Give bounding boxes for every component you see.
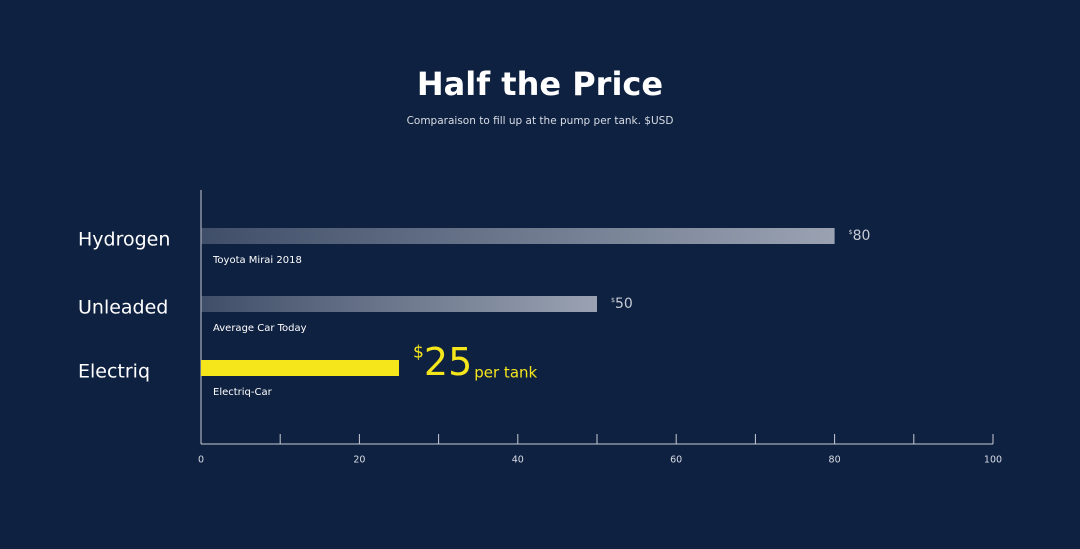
x-tick-label: 60 — [670, 455, 682, 466]
bar — [201, 360, 399, 376]
x-tick-label: 100 — [984, 455, 1002, 466]
chart-subtitle: Comparaison to fill up at the pump per t… — [407, 115, 674, 127]
annotation: per tank — [474, 364, 537, 382]
x-tick-label: 0 — [198, 455, 204, 466]
bar-sublabel: Average Car Today — [213, 323, 307, 334]
chart-title: Half the Price — [417, 65, 663, 103]
category-label: Electriq — [78, 361, 150, 383]
x-tick-label: 20 — [353, 455, 365, 466]
x-tick-label: 80 — [829, 455, 841, 466]
x-tick-label: 40 — [512, 455, 524, 466]
bar-sublabel: Toyota Mirai 2018 — [212, 255, 302, 266]
bar — [201, 296, 597, 312]
value-label: $25 — [413, 340, 472, 384]
category-label: Hydrogen — [78, 229, 170, 251]
category-label: Unleaded — [78, 297, 168, 319]
bar — [201, 228, 835, 244]
value-label: $50 — [611, 296, 633, 312]
value-label: $80 — [849, 228, 871, 244]
bar-sublabel: Electriq-Car — [213, 387, 273, 398]
